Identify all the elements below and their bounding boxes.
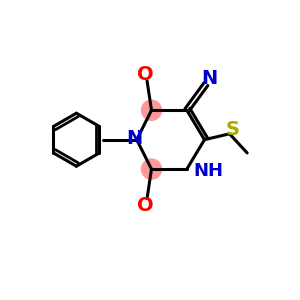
Text: NH: NH <box>193 162 223 180</box>
Text: N: N <box>202 69 218 88</box>
Circle shape <box>142 100 161 120</box>
Text: O: O <box>137 196 154 214</box>
Text: O: O <box>137 65 154 84</box>
Text: S: S <box>225 120 239 139</box>
Text: N: N <box>126 129 142 148</box>
Circle shape <box>142 159 161 179</box>
